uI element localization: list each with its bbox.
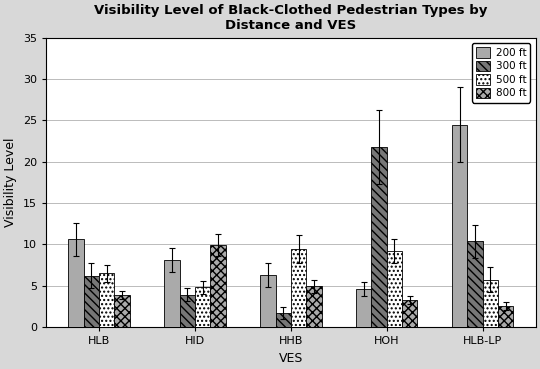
- Bar: [180, 295, 195, 327]
- Bar: [306, 286, 321, 327]
- Bar: [275, 313, 291, 327]
- Bar: [452, 124, 467, 327]
- Bar: [99, 273, 114, 327]
- Bar: [467, 241, 483, 327]
- Title: Visibility Level of Black-Clothed Pedestrian Types by
Distance and VES: Visibility Level of Black-Clothed Pedest…: [94, 4, 488, 32]
- Bar: [356, 289, 372, 327]
- Bar: [402, 300, 417, 327]
- Bar: [372, 147, 387, 327]
- Bar: [195, 287, 210, 327]
- Bar: [69, 239, 84, 327]
- Bar: [387, 251, 402, 327]
- X-axis label: VES: VES: [279, 352, 303, 365]
- Bar: [210, 245, 226, 327]
- Bar: [498, 306, 514, 327]
- Bar: [84, 276, 99, 327]
- Bar: [260, 275, 275, 327]
- Bar: [114, 295, 130, 327]
- Bar: [483, 280, 498, 327]
- Y-axis label: Visibility Level: Visibility Level: [4, 138, 17, 227]
- Legend: 200 ft, 300 ft, 500 ft, 800 ft: 200 ft, 300 ft, 500 ft, 800 ft: [471, 43, 530, 103]
- Bar: [291, 249, 306, 327]
- Bar: [164, 260, 180, 327]
